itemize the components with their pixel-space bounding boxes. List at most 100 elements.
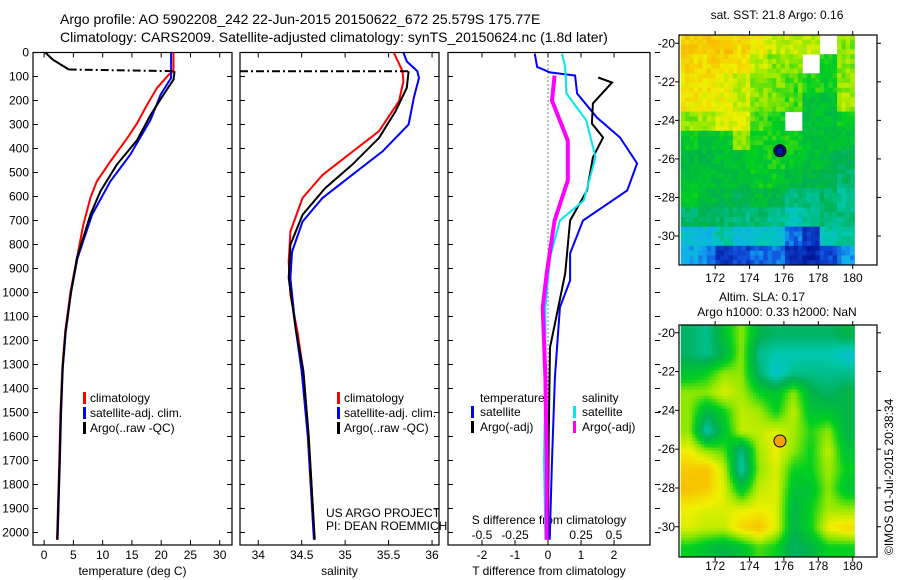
heatmap-cell [784, 44, 790, 50]
heatmap-cell [700, 379, 705, 384]
heatmap-cell [825, 363, 829, 368]
heatmap-cell [799, 447, 803, 452]
heatmap-cell [811, 245, 816, 252]
heatmap-cell [819, 226, 825, 232]
heatmap-cell [715, 431, 719, 435]
heatmap-cell [750, 35, 755, 41]
heatmap-cell [784, 68, 790, 74]
heatmap-cell [721, 389, 725, 394]
heatmap-cell [706, 236, 712, 242]
heatmap-cell [737, 78, 742, 84]
heatmap-cell [811, 78, 816, 84]
legend-label: satellite [480, 405, 521, 419]
heatmap-cell [715, 444, 719, 448]
heatmap-cell [737, 183, 742, 189]
heatmap-cell [732, 386, 737, 390]
heatmap-cell [845, 325, 850, 329]
heatmap-cell [712, 453, 716, 458]
heatmap-cell [758, 121, 764, 127]
heatmap-cell [789, 193, 795, 199]
heatmap-cell [797, 106, 803, 113]
heatmap-cell [813, 447, 818, 452]
heatmap-cell [680, 434, 685, 439]
heatmap-cell [790, 424, 795, 429]
heatmap-cell [793, 154, 799, 160]
heatmap-cell [756, 370, 760, 374]
heatmap-cell [824, 116, 829, 122]
heatmap-cell [703, 466, 708, 471]
heatmap-cell [712, 383, 716, 387]
heatmap-cell [770, 437, 774, 442]
heatmap-cell [811, 376, 815, 381]
heatmap-cell [738, 354, 742, 358]
heatmap-cell [787, 457, 792, 461]
heatmap-cell [851, 386, 855, 390]
heatmap-cell [685, 54, 690, 60]
heatmap-cell [787, 450, 792, 455]
heatmap-cell [732, 73, 738, 79]
heatmap-cell [784, 173, 790, 180]
heatmap-cell [706, 450, 711, 455]
heatmap-cell [797, 154, 803, 160]
heatmap-cell [816, 441, 821, 445]
heatmap-cell [729, 457, 734, 461]
heatmap-cell [845, 354, 850, 358]
heatmap-cell [806, 106, 812, 113]
heatmap-cell [850, 164, 855, 170]
heatmap-cell [796, 441, 800, 445]
heatmap-cell [738, 337, 742, 342]
heatmap-cell [692, 405, 696, 410]
heatmap-cell [773, 386, 777, 390]
heatmap-cell [764, 360, 768, 365]
heatmap-cell [834, 431, 838, 435]
heatmap-cell [692, 347, 696, 352]
heatmap-cell [686, 341, 690, 345]
heatmap-cell [802, 202, 808, 208]
heatmap-cell [816, 405, 821, 410]
heatmap-cell [754, 140, 760, 146]
heatmap-cell [693, 207, 699, 213]
heatmap-cell [771, 154, 777, 160]
heatmap-cell [819, 447, 823, 452]
heatmap-cell [685, 212, 690, 218]
heatmap-cell [693, 183, 699, 189]
heatmap-cell [732, 354, 737, 358]
heatmap-cell [709, 447, 713, 452]
heatmap-cell [796, 347, 800, 352]
heatmap-cell [737, 73, 742, 79]
heatmap-cell [689, 392, 693, 397]
heatmap-cell [796, 402, 800, 406]
heatmap-cell [815, 164, 821, 170]
heatmap-cell [738, 373, 742, 377]
heatmap-cell [750, 226, 755, 232]
heatmap-cell [758, 376, 763, 381]
heatmap-cell [845, 473, 850, 477]
heatmap-cell [718, 383, 722, 387]
heatmap-cell [815, 245, 821, 252]
heatmap-cell [793, 354, 797, 358]
heatmap-cell [822, 389, 826, 394]
heatmap-cell [805, 325, 809, 329]
heatmap-cell [745, 126, 751, 132]
heatmap-cell [712, 444, 716, 448]
series-argo [44, 51, 70, 71]
heatmap-cell [686, 389, 690, 394]
heatmap-cell [842, 408, 847, 413]
heatmap-cell [784, 444, 789, 448]
heatmap-cell [693, 221, 699, 228]
heatmap-cell [758, 334, 763, 339]
heatmap-cell [692, 379, 696, 384]
heatmap-cell [832, 135, 838, 141]
heatmap-cell [784, 389, 789, 394]
heatmap-cell [824, 169, 829, 175]
heatmap-cell [828, 424, 832, 429]
heatmap-cell [715, 260, 721, 266]
heatmap-cell [745, 49, 751, 55]
heatmap-cell [828, 412, 832, 416]
heatmap-cell [721, 376, 725, 381]
heatmap-cell [712, 408, 716, 413]
heatmap-cell [834, 334, 838, 339]
heatmap-cell [750, 212, 755, 218]
lat-tick-label: -28 [658, 190, 676, 204]
heatmap-cell [787, 389, 792, 394]
